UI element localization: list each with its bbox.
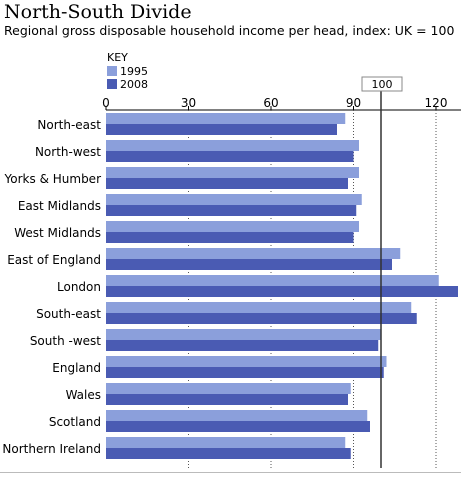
bar-east-midlands-2008 <box>106 205 357 216</box>
bar-northern-ireland-1995 <box>106 437 346 448</box>
category-label-north-west: North-west <box>35 145 101 159</box>
bar-east-of-england-1995 <box>106 248 401 259</box>
category-label-wales: Wales <box>66 388 101 402</box>
bar-north-east-1995 <box>106 113 346 124</box>
bar-england-1995 <box>106 356 387 367</box>
bar-north-east-2008 <box>106 124 337 135</box>
category-label-yorks-humber: Yorks & Humber <box>4 172 102 186</box>
x-tick-label-90: 90 <box>346 96 361 110</box>
category-label-scotland: Scotland <box>49 415 101 429</box>
legend-label-2008: 2008 <box>120 77 148 91</box>
bar-scotland-2008 <box>106 421 370 432</box>
bar-east-midlands-1995 <box>106 194 362 205</box>
bar-scotland-1995 <box>106 410 368 421</box>
category-label-northern-ireland: Northern Ireland <box>2 442 101 456</box>
reference-label-100: 100 <box>372 78 393 91</box>
category-label-england: England <box>52 361 101 375</box>
bar-east-of-england-2008 <box>106 259 392 270</box>
chart-subtitle: Regional gross disposable household inco… <box>4 23 455 38</box>
reference-label-box <box>361 76 403 92</box>
legend-swatch-1995 <box>107 66 117 76</box>
x-tick-label-30: 30 <box>181 96 196 110</box>
bar-england-2008 <box>106 367 384 378</box>
bar-south-east-2008 <box>106 313 417 324</box>
bar-yorks-humber-2008 <box>106 178 348 189</box>
bar-west-midlands-2008 <box>106 232 354 243</box>
bar-south-west-1995 <box>106 329 381 340</box>
legend-item-1995: 1995 <box>107 64 148 78</box>
bar-wales-1995 <box>106 383 351 394</box>
bar-south-west-2008 <box>106 340 379 351</box>
category-label-east-midlands: East Midlands <box>18 199 101 213</box>
legend-label-1995: 1995 <box>120 64 148 78</box>
bar-north-west-2008 <box>106 151 354 162</box>
legend-item-2008: 2008 <box>107 77 148 91</box>
bar-yorks-humber-1995 <box>106 167 359 178</box>
chart-title: North-South Divide <box>4 1 192 23</box>
category-label-west-midlands: West Midlands <box>14 226 101 240</box>
bar-london-2008 <box>106 286 458 297</box>
category-label-london: London <box>57 280 101 294</box>
bottom-divider <box>0 472 461 473</box>
category-label-south-east: South-east <box>36 307 101 321</box>
x-tick-label-0: 0 <box>102 96 110 110</box>
bar-south-east-1995 <box>106 302 412 313</box>
category-label-south-west: South -west <box>30 334 101 348</box>
x-tick-label-120: 120 <box>425 96 448 110</box>
legend-swatch-2008 <box>107 79 117 89</box>
legend-title: KEY <box>107 51 128 64</box>
bar-london-1995 <box>106 275 439 286</box>
category-label-north-east: North-east <box>37 118 101 132</box>
bar-northern-ireland-2008 <box>106 448 351 459</box>
x-tick-label-60: 60 <box>263 96 278 110</box>
bar-west-midlands-1995 <box>106 221 359 232</box>
bar-wales-2008 <box>106 394 348 405</box>
bar-north-west-1995 <box>106 140 359 151</box>
category-label-east-of-england: East of England <box>7 253 101 267</box>
